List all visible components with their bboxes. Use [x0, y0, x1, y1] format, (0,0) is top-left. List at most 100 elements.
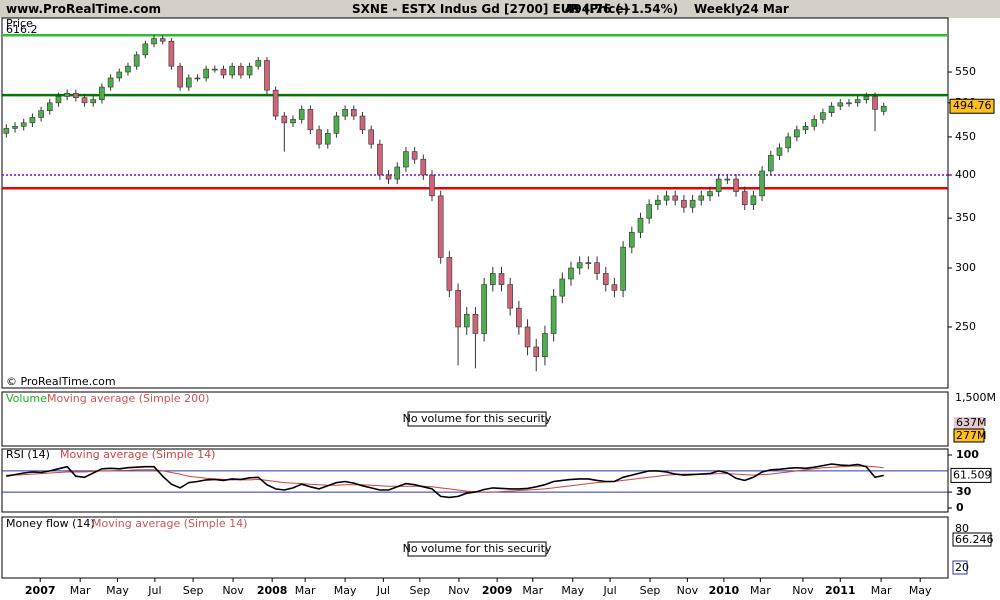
money-flow-level-box — [952, 560, 968, 575]
legend-entry: RSI (14) — [6, 448, 50, 461]
candle-body — [681, 199, 687, 208]
candle-body — [377, 143, 383, 176]
candle-body — [133, 54, 140, 67]
y-tick-label: 100 — [956, 448, 979, 461]
volume-axis-label: 277M — [956, 429, 987, 442]
candle-body — [185, 77, 192, 88]
candle-body — [516, 307, 522, 328]
candle-body — [620, 246, 626, 291]
candle-body — [151, 38, 157, 45]
candle-body — [46, 102, 53, 111]
volume-ma-label: Moving average (Simple 200) — [47, 392, 209, 405]
candle-body — [55, 96, 62, 104]
candle-body — [125, 65, 131, 73]
candle-body — [342, 109, 348, 117]
candle-body — [212, 68, 218, 71]
candle-body — [811, 119, 818, 127]
candle-body — [828, 105, 835, 113]
candle-body — [776, 147, 783, 156]
candle-body — [437, 195, 444, 258]
x-tick-label: 2008 — [257, 584, 288, 597]
candle-body — [229, 65, 236, 76]
candle-body — [611, 284, 618, 291]
candle-body — [264, 60, 270, 91]
series-line — [6, 465, 884, 493]
candle-body — [628, 232, 635, 248]
x-tick-label: 2011 — [825, 584, 856, 597]
candle-body — [481, 284, 487, 334]
candle-body — [463, 313, 470, 328]
candle-body — [655, 199, 661, 205]
last-price-box — [949, 98, 995, 114]
candle-body — [472, 313, 479, 334]
last-price-label: 494.76 — [953, 99, 992, 112]
candle-body — [220, 68, 227, 76]
site-name: www.ProRealTime.com — [6, 2, 161, 16]
x-tick-label: Jul — [147, 584, 161, 597]
period: Weekly — [694, 2, 744, 16]
x-tick-label: May — [106, 584, 129, 597]
money-flow-last-box — [952, 532, 992, 547]
candle-body — [507, 284, 513, 309]
candle-body — [90, 99, 97, 104]
candle-body — [863, 96, 870, 100]
candle-body — [99, 86, 105, 100]
candle-body — [698, 195, 705, 201]
candle-body — [524, 326, 531, 348]
message-box — [407, 541, 547, 557]
x-tick-label: Jul — [602, 584, 616, 597]
candle-body — [785, 136, 791, 149]
candle-body — [238, 65, 244, 76]
x-tick-label: 2010 — [709, 584, 740, 597]
y-tick-label: 0 — [956, 501, 964, 514]
watermark: © ProRealTime.com — [6, 375, 116, 388]
candle-body — [602, 273, 609, 285]
candle-body — [107, 77, 114, 88]
candle-body — [576, 262, 583, 269]
volume-label: Volume — [6, 392, 47, 405]
x-tick-label: Mar — [522, 584, 543, 597]
candle-body — [759, 170, 765, 197]
candle-body — [420, 158, 427, 176]
candle-body — [298, 109, 305, 120]
candle-body — [333, 115, 340, 134]
candle-body — [316, 129, 322, 145]
y-tick-label: 550 — [955, 65, 976, 78]
x-tick-label: Sep — [409, 584, 430, 597]
x-tick-label: Sep — [640, 584, 661, 597]
x-tick-label: May — [561, 584, 584, 597]
candle-body — [820, 112, 826, 120]
candle-body — [429, 174, 435, 197]
money-flow-axis-label: 66.246 — [955, 533, 994, 546]
volume-message: No volume for this security — [403, 412, 552, 425]
money-flow-ma-label: Moving average (Simple 14) — [92, 517, 247, 530]
y-tick-label: 450 — [955, 130, 976, 143]
candle-body — [411, 151, 418, 160]
candle-body — [724, 178, 731, 181]
last-value-label: 61.509 — [953, 468, 992, 481]
candle-body — [550, 295, 557, 334]
x-tick-label: Mar — [70, 584, 91, 597]
x-tick-label: Jul — [376, 584, 390, 597]
x-tick-label: Mar — [871, 584, 892, 597]
candle-body — [81, 97, 88, 104]
candle-body — [802, 126, 809, 131]
candle-body — [542, 333, 548, 358]
y-tick-label: 250 — [955, 320, 976, 333]
candle-body — [837, 102, 844, 107]
x-tick-label: 2007 — [25, 584, 56, 597]
candle-body — [559, 278, 566, 297]
candle-body — [246, 65, 253, 76]
candle-body — [351, 109, 357, 117]
candle-body — [498, 273, 505, 285]
candle-body — [203, 68, 209, 79]
candle-body — [846, 102, 852, 105]
x-tick-label: Nov — [792, 584, 814, 597]
candle-body — [385, 174, 392, 180]
candle-body — [446, 257, 453, 291]
candle-body — [20, 122, 27, 127]
rsi-panel — [1, 448, 949, 513]
level-label: 616.2 — [6, 23, 38, 36]
candle-body — [403, 151, 409, 168]
